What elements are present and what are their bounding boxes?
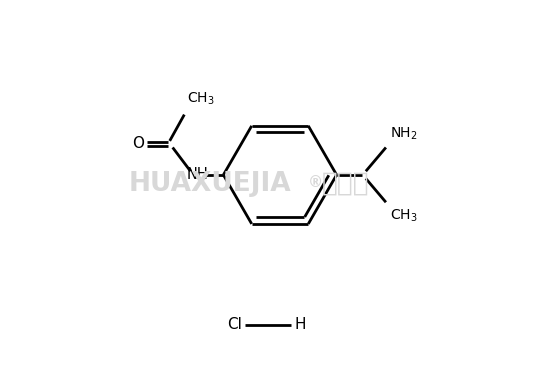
Text: NH: NH <box>186 167 208 183</box>
Text: 化学加: 化学加 <box>322 171 370 197</box>
Text: O: O <box>132 136 144 151</box>
Text: NH$_2$: NH$_2$ <box>390 125 417 142</box>
Text: H: H <box>295 317 306 332</box>
Text: HUAXUEJIA: HUAXUEJIA <box>128 171 291 197</box>
Text: CH$_3$: CH$_3$ <box>390 208 417 224</box>
Text: CH$_3$: CH$_3$ <box>187 91 214 107</box>
Text: ®: ® <box>307 175 323 190</box>
Text: Cl: Cl <box>227 317 242 332</box>
